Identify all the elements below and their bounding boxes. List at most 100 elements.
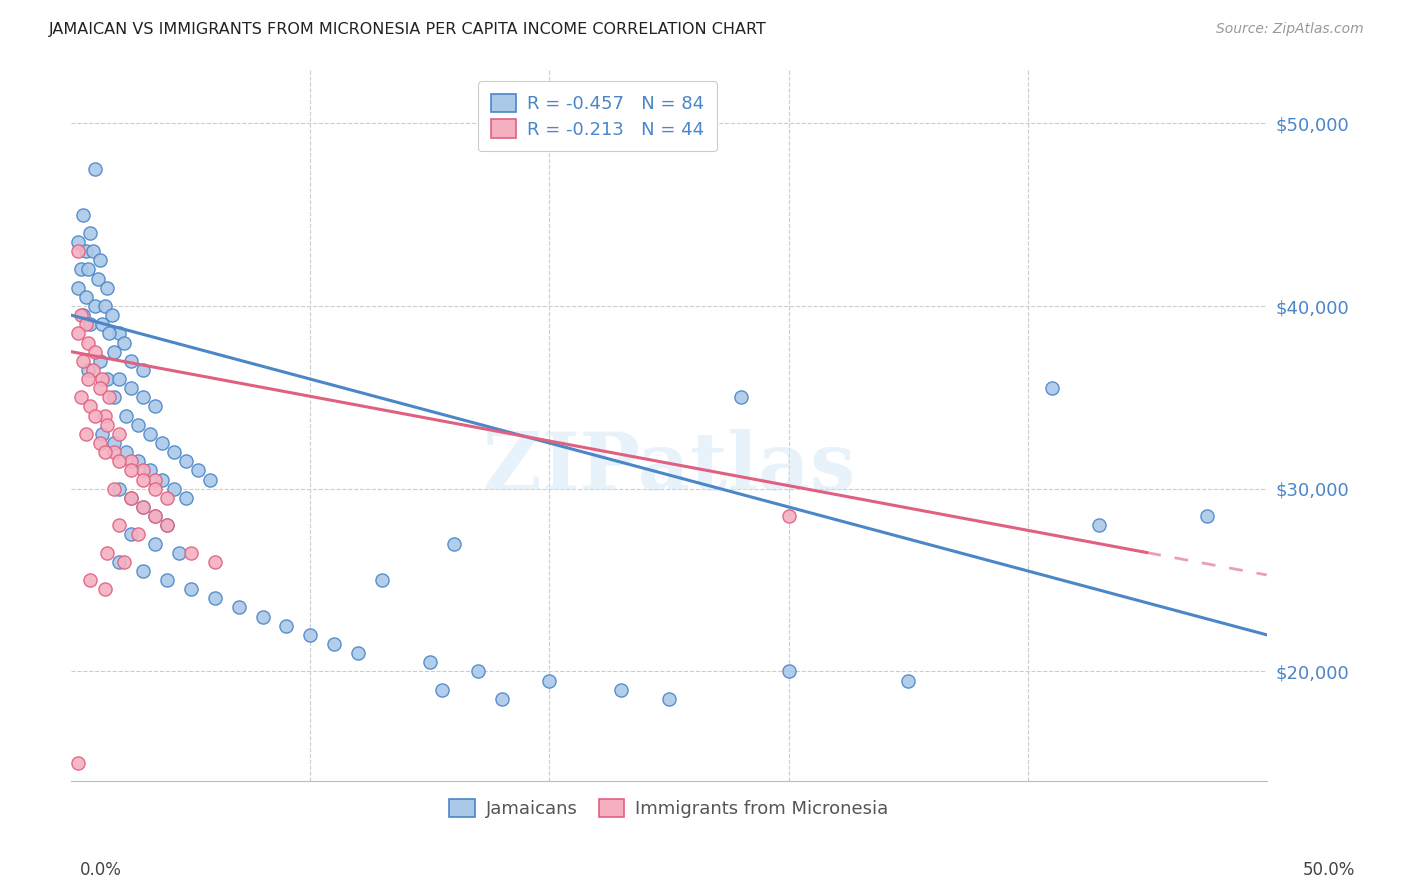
Point: [67, 235, 90, 249]
Point: [108, 326, 131, 341]
Point: [120, 527, 142, 541]
Point: [77, 335, 100, 350]
Point: [98, 390, 121, 404]
Point: [96, 281, 118, 295]
Point: [347, 646, 370, 660]
Point: [115, 445, 138, 459]
Point: [371, 573, 394, 587]
Text: 50.0%: 50.0%: [1302, 861, 1355, 879]
Point: [79, 226, 101, 240]
Point: [778, 509, 800, 524]
Point: [108, 372, 131, 386]
Point: [82, 244, 104, 259]
Point: [108, 482, 131, 496]
Point: [93, 299, 115, 313]
Point: [67, 326, 90, 341]
Point: [77, 363, 100, 377]
Point: [89, 354, 111, 368]
Point: [132, 463, 155, 477]
Point: [79, 318, 101, 332]
Point: [658, 691, 681, 706]
Point: [538, 673, 561, 688]
Point: [96, 372, 118, 386]
Point: [127, 417, 149, 432]
Point: [75, 244, 97, 259]
Point: [139, 463, 162, 477]
Point: [75, 426, 97, 441]
Point: [198, 473, 221, 487]
Point: [204, 591, 226, 606]
Point: [163, 445, 186, 459]
Point: [491, 691, 513, 706]
Point: [167, 546, 190, 560]
Point: [84, 409, 107, 423]
Point: [103, 482, 125, 496]
Point: [180, 546, 202, 560]
Point: [108, 426, 131, 441]
Point: [96, 546, 118, 560]
Point: [120, 354, 142, 368]
Point: [204, 555, 226, 569]
Point: [430, 682, 453, 697]
Point: [139, 426, 162, 441]
Point: [276, 618, 298, 632]
Point: [79, 400, 101, 414]
Point: [150, 436, 173, 450]
Point: [120, 463, 142, 477]
Point: [77, 372, 100, 386]
Point: [67, 281, 90, 295]
Point: [1088, 518, 1111, 533]
Point: [75, 318, 97, 332]
Point: [82, 363, 104, 377]
Point: [419, 655, 441, 669]
Point: [93, 409, 115, 423]
Point: [91, 426, 114, 441]
Point: [132, 500, 155, 514]
Point: [1195, 509, 1218, 524]
Point: [143, 509, 166, 524]
Point: [120, 491, 142, 505]
Point: [108, 454, 131, 468]
Point: [89, 381, 111, 395]
Text: 0.0%: 0.0%: [80, 861, 122, 879]
Point: [174, 454, 197, 468]
Point: [103, 445, 125, 459]
Point: [84, 344, 107, 359]
Point: [778, 665, 800, 679]
Point: [127, 454, 149, 468]
Point: [103, 344, 125, 359]
Point: [84, 299, 107, 313]
Point: [610, 682, 633, 697]
Text: Source: ZipAtlas.com: Source: ZipAtlas.com: [1216, 22, 1364, 37]
Point: [101, 308, 124, 322]
Point: [1040, 381, 1063, 395]
Point: [75, 290, 97, 304]
Point: [93, 582, 115, 597]
Point: [143, 509, 166, 524]
Point: [84, 161, 107, 176]
Point: [299, 628, 322, 642]
Text: ZIPatlas: ZIPatlas: [482, 428, 855, 507]
Point: [112, 555, 135, 569]
Legend: Jamaicans, Immigrants from Micronesia: Jamaicans, Immigrants from Micronesia: [443, 791, 896, 825]
Point: [120, 491, 142, 505]
Point: [96, 417, 118, 432]
Point: [180, 582, 202, 597]
Point: [72, 308, 94, 322]
Point: [323, 637, 346, 651]
Point: [69, 390, 91, 404]
Point: [156, 491, 179, 505]
Point: [897, 673, 920, 688]
Point: [143, 473, 166, 487]
Point: [467, 665, 489, 679]
Point: [127, 527, 149, 541]
Point: [93, 445, 115, 459]
Point: [443, 536, 465, 550]
Point: [69, 262, 91, 277]
Point: [252, 609, 274, 624]
Point: [86, 271, 108, 285]
Point: [69, 308, 91, 322]
Point: [132, 564, 155, 578]
Point: [89, 436, 111, 450]
Point: [156, 518, 179, 533]
